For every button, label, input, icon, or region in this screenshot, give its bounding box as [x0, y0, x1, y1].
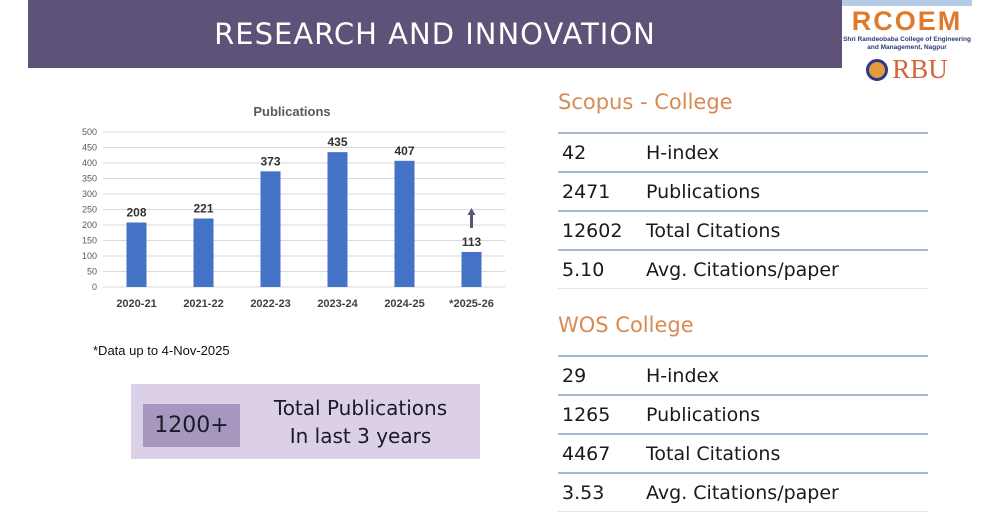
row-value: 29: [562, 364, 587, 387]
row-label: Publications: [646, 403, 761, 426]
row-value: 3.53: [562, 481, 605, 504]
scopus-row: 2471 Publications: [558, 171, 928, 210]
row-label: Total Citations: [646, 442, 781, 465]
y-tick-label: 50: [87, 267, 97, 277]
highlight-line1: Total Publications: [273, 396, 448, 420]
wos-row: 4467 Total Citations: [558, 433, 928, 472]
y-tick-label: 250: [82, 205, 97, 215]
x-tick-label: 2020-21: [116, 298, 156, 310]
data-label: 435: [327, 135, 347, 149]
data-note: *Data up to 4-Nov-2025: [93, 343, 230, 358]
y-tick-label: 100: [82, 251, 97, 261]
wos-section: WOS College 29 H-index 1265 Publications 4…: [558, 313, 928, 512]
university-seal-icon: [866, 58, 889, 81]
row-value: 2471: [562, 180, 611, 203]
bar: [327, 152, 348, 287]
highlight-value: 1200+: [143, 404, 240, 447]
y-tick-label: 400: [82, 158, 97, 168]
logo-subtitle: Shri Ramdeobaba College of Engineering a…: [843, 36, 971, 51]
x-tick-label: 2021-22: [183, 298, 223, 310]
y-tick-label: 500: [82, 127, 97, 137]
bar: [394, 160, 415, 287]
bar: [126, 222, 147, 287]
scopus-row: 12602 Total Citations: [558, 210, 928, 249]
wos-row: 29 H-index: [558, 355, 928, 394]
college-logo: RCOEM Shri Ramdeobaba College of Enginee…: [842, 0, 972, 95]
y-tick-label: 150: [82, 236, 97, 246]
row-value: 5.10: [562, 258, 605, 281]
row-value: 12602: [562, 219, 623, 242]
wos-title: WOS College: [558, 313, 694, 337]
row-label: Avg. Citations/paper: [646, 481, 839, 504]
wos-row: 1265 Publications: [558, 394, 928, 433]
wos-row: 3.53 Avg. Citations/paper: [558, 472, 928, 512]
x-tick-label: 2023-24: [317, 298, 358, 310]
row-value: 1265: [562, 403, 611, 426]
row-label: H-index: [646, 141, 720, 164]
data-label: 407: [394, 144, 414, 158]
data-label: 113: [462, 235, 482, 249]
y-tick-label: 300: [82, 189, 97, 199]
data-label: 208: [126, 206, 146, 220]
x-tick-label: 2024-25: [384, 298, 424, 310]
row-label: Publications: [646, 180, 761, 203]
slide-header: RESEARCH AND INNOVATION: [28, 0, 842, 68]
data-label: 221: [193, 201, 213, 215]
chart-title: Publications: [253, 104, 330, 119]
logo-rbu: RBU: [892, 54, 948, 84]
y-tick-label: 350: [82, 174, 97, 184]
logo-rcoem: RCOEM: [851, 6, 963, 36]
highlight-line2: In last 3 years: [289, 424, 432, 448]
data-label: 373: [260, 154, 280, 168]
scopus-title: Scopus - College: [558, 90, 733, 114]
publications-chart: Publications 0 50 100 150 200 250 300 350 400 450…: [82, 104, 505, 310]
row-label: Total Citations: [646, 219, 781, 242]
highlight-box: 1200+ Total Publications In last 3 years: [131, 384, 480, 459]
y-tick-label: 450: [82, 143, 97, 153]
row-value: 42: [562, 141, 587, 164]
scopus-row: 42 H-index: [558, 132, 928, 171]
y-tick-label: 0: [92, 282, 97, 292]
bar: [461, 251, 482, 287]
row-label: Avg. Citations/paper: [646, 258, 839, 281]
bar: [193, 218, 214, 287]
up-arrow-icon: [467, 207, 476, 215]
scopus-row: 5.10 Avg. Citations/paper: [558, 249, 928, 289]
bar: [260, 171, 281, 287]
slide-title: RESEARCH AND INNOVATION: [214, 17, 656, 51]
y-tick-label: 200: [82, 220, 97, 230]
scopus-section: Scopus - College 42 H-index 2471 Publicati…: [558, 90, 928, 289]
row-label: H-index: [646, 364, 720, 387]
row-value: 4467: [562, 442, 611, 465]
x-tick-label: *2025-26: [449, 298, 494, 310]
x-tick-label: 2022-23: [250, 298, 290, 310]
